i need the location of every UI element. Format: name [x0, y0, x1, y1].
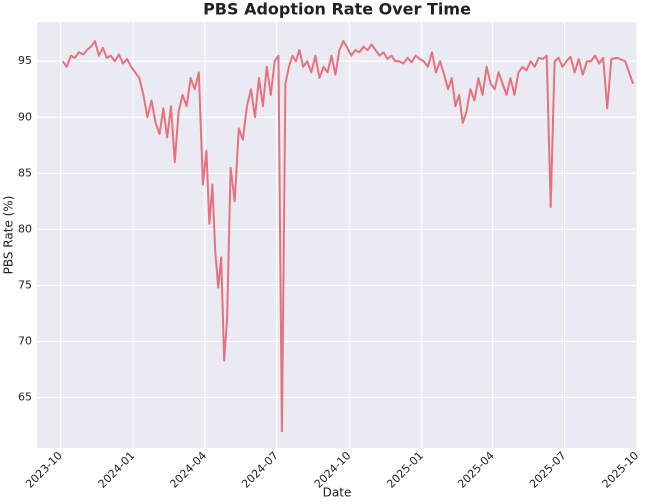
y-tick-label: 85	[18, 166, 32, 179]
chart-title: PBS Adoption Rate Over Time	[203, 0, 471, 19]
plot-area	[37, 22, 637, 448]
y-tick-label: 95	[18, 54, 32, 67]
x-tick-label: 2024-10	[312, 449, 354, 491]
y-tick-label: 65	[18, 391, 32, 404]
y-tick-label: 70	[18, 335, 32, 348]
y-tick-label: 90	[18, 110, 32, 123]
x-tick-label: 2023-10	[23, 449, 65, 491]
x-tick-label: 2024-01	[96, 449, 138, 491]
x-tick-label: 2025-04	[455, 449, 497, 491]
x-axis-label: Date	[323, 486, 352, 500]
x-tick-label: 2024-07	[239, 449, 281, 491]
x-tick-label: 2025-07	[527, 449, 569, 491]
x-tick-label: 2024-04	[167, 449, 209, 491]
y-tick-label: 80	[18, 222, 32, 235]
y-tick-label: 75	[18, 278, 32, 291]
y-axis-label: PBS Rate (%)	[2, 196, 16, 275]
x-tick-label: 2025-10	[600, 449, 642, 491]
x-tick-label: 2025-01	[384, 449, 426, 491]
data-line	[61, 40, 635, 433]
